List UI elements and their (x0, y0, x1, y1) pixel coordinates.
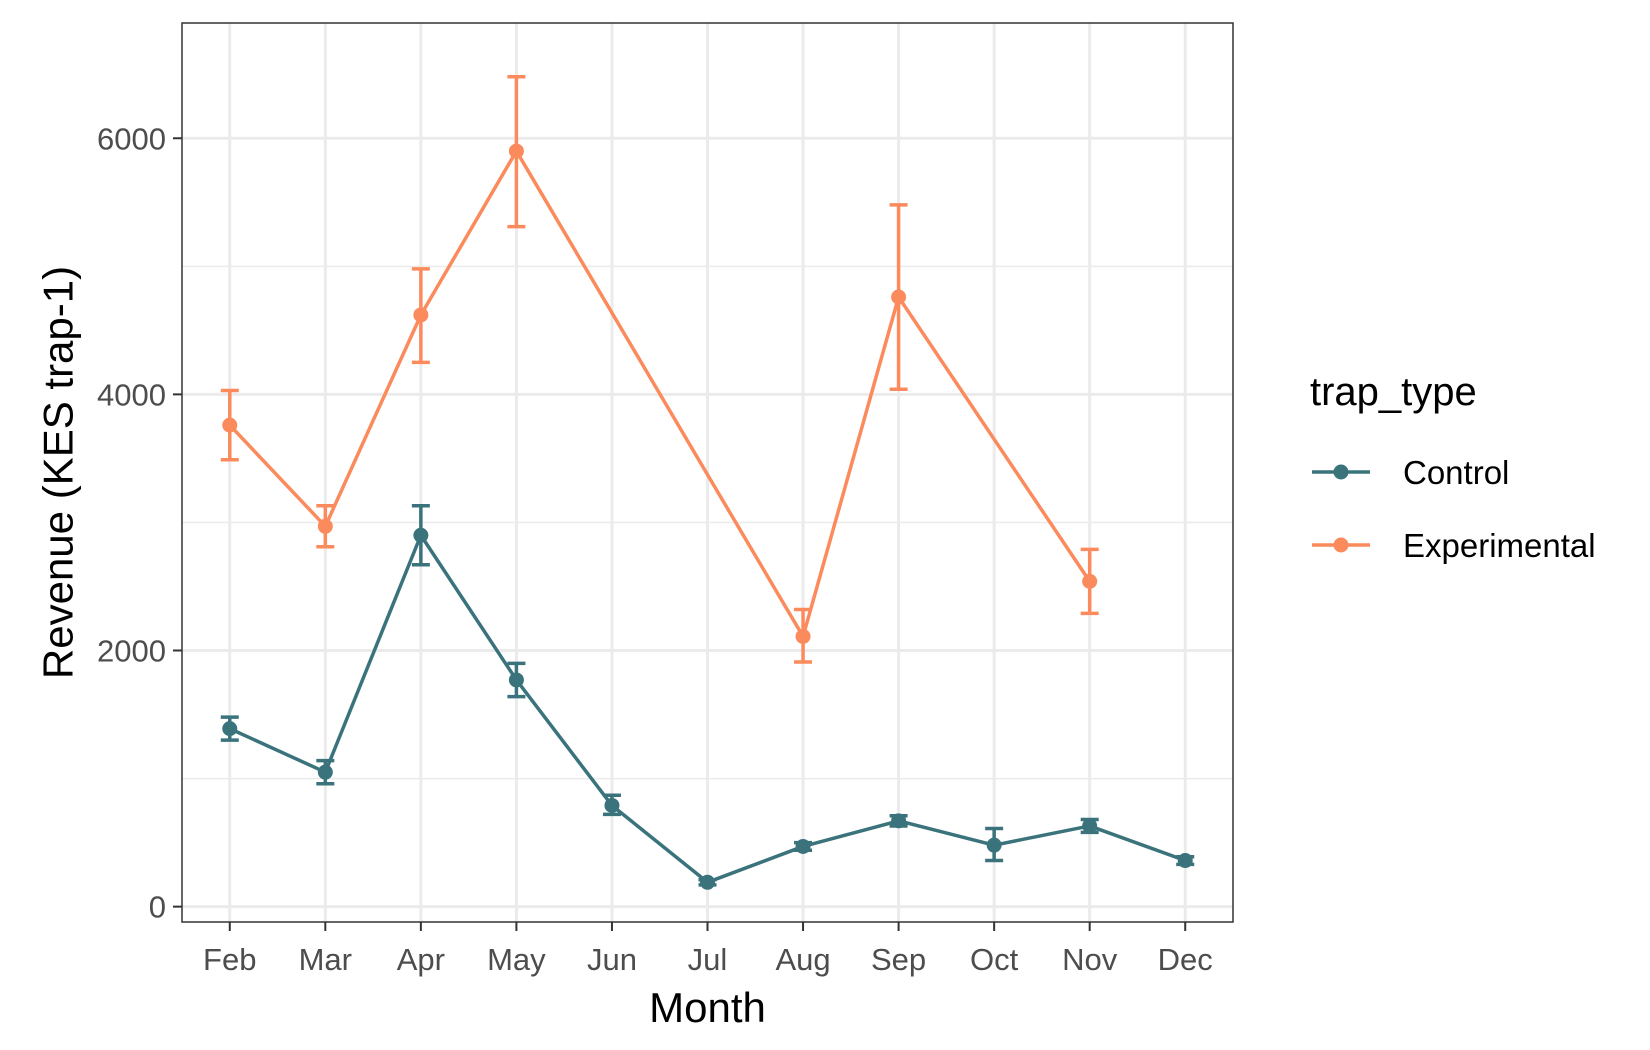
data-point (508, 672, 524, 688)
axis-ticks (173, 137, 1187, 931)
data-point (413, 527, 429, 543)
data-point (317, 518, 333, 534)
data-point (222, 721, 238, 737)
x-tick-label: Nov (1062, 942, 1118, 977)
data-point (986, 837, 1002, 853)
x-tick-label: May (487, 942, 546, 977)
series-layer (220, 75, 1195, 890)
x-tick-label: Jun (587, 942, 637, 977)
legend-key-point (1333, 537, 1349, 553)
legend-item-control: Control (1312, 454, 1509, 491)
legend-items: Control Experimental (1312, 454, 1596, 564)
y-axis-title: Revenue (KES trap-1) (35, 266, 82, 679)
legend-title: trap_type (1310, 370, 1477, 414)
data-point (413, 307, 429, 323)
x-tick-label: Apr (397, 942, 445, 977)
x-tick-label: Sep (871, 942, 926, 977)
data-point (508, 143, 524, 159)
x-tick-label: Aug (775, 942, 830, 977)
y-tick-label: 4000 (97, 377, 166, 412)
series-control (220, 504, 1195, 890)
data-point (795, 838, 811, 854)
x-tick-label: Jul (688, 942, 728, 977)
data-point (700, 874, 715, 890)
y-tick-label: 0 (149, 890, 166, 925)
x-tick-label: Dec (1158, 942, 1213, 977)
legend: trap_type Control Experimental (1310, 370, 1596, 564)
legend-label: Control (1403, 454, 1509, 491)
y-tick-label: 6000 (97, 121, 166, 156)
series-experimental (220, 75, 1099, 664)
data-point (317, 764, 333, 780)
major-gridlines (182, 23, 1233, 922)
data-point (891, 289, 907, 305)
data-point (1082, 573, 1098, 589)
legend-label: Experimental (1403, 527, 1596, 564)
data-point (604, 797, 620, 813)
legend-item-experimental: Experimental (1312, 527, 1596, 564)
data-point (222, 417, 238, 433)
y-tick-label: 2000 (97, 634, 166, 669)
data-point (795, 628, 811, 644)
data-point (1082, 818, 1098, 834)
tick-labels: 0 2000 4000 6000 Feb Mar Apr May Jun Jul Aug Sep Oct… (97, 121, 1213, 977)
x-tick-label: Feb (203, 942, 256, 977)
x-tick-label: Oct (970, 942, 1019, 977)
data-point (1177, 853, 1193, 869)
legend-key-point (1333, 464, 1349, 480)
x-tick-label: Mar (299, 942, 352, 977)
data-point (891, 813, 907, 829)
x-axis-title: Month (649, 984, 766, 1031)
